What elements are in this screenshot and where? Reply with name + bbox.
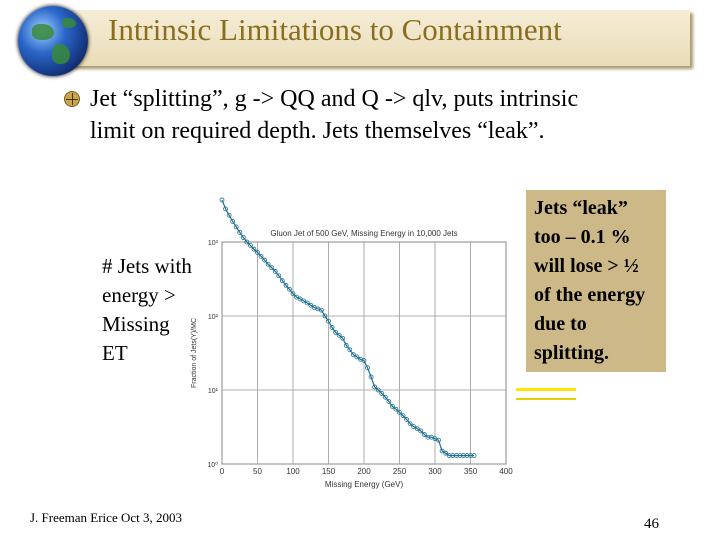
data-point bbox=[393, 406, 399, 412]
data-point bbox=[223, 206, 228, 212]
data-point bbox=[407, 421, 413, 427]
data-point bbox=[279, 278, 285, 284]
data-point bbox=[304, 300, 310, 306]
x-tick-label: 250 bbox=[393, 467, 407, 476]
data-point bbox=[389, 404, 395, 409]
data-point bbox=[443, 450, 449, 456]
data-point bbox=[446, 453, 452, 458]
data-point bbox=[450, 453, 456, 458]
data-point bbox=[411, 424, 417, 430]
x-tick-label: 150 bbox=[322, 467, 336, 476]
y-tick-label: 10² bbox=[208, 314, 219, 321]
data-point bbox=[297, 296, 303, 302]
data-point bbox=[233, 224, 239, 230]
data-point bbox=[347, 347, 353, 353]
side-label: # Jets with energy > Missing ET bbox=[102, 254, 192, 365]
arrow-icon bbox=[516, 388, 576, 391]
data-point bbox=[308, 302, 314, 308]
data-point bbox=[425, 434, 431, 440]
y-tick-label: 10¹ bbox=[208, 388, 219, 395]
y-tick-label: 10⁰ bbox=[207, 461, 218, 469]
data-point bbox=[421, 432, 427, 437]
data-point bbox=[276, 273, 282, 279]
data-point bbox=[418, 428, 424, 434]
data-point bbox=[354, 354, 360, 360]
data-point bbox=[361, 358, 367, 363]
arrow-underline bbox=[516, 398, 576, 400]
data-point bbox=[453, 453, 459, 458]
data-point bbox=[436, 437, 441, 443]
x-tick-label: 0 bbox=[220, 467, 225, 476]
data-point bbox=[247, 242, 253, 248]
data-point bbox=[244, 239, 250, 245]
data-point bbox=[240, 235, 246, 240]
slide-title: Intrinsic Limitations to Containment bbox=[108, 12, 562, 47]
x-tick-label: 300 bbox=[428, 467, 442, 476]
data-point bbox=[460, 453, 466, 458]
data-point bbox=[318, 307, 324, 313]
data-point bbox=[375, 387, 381, 393]
y-axis-label: Fraction of Jets(Y)/MC bbox=[191, 318, 198, 388]
data-point bbox=[397, 409, 402, 415]
data-point bbox=[262, 257, 268, 263]
data-point bbox=[340, 335, 346, 341]
data-point bbox=[272, 269, 278, 274]
data-point bbox=[265, 261, 271, 267]
data-point bbox=[237, 229, 243, 235]
data-point bbox=[379, 390, 385, 396]
data-point bbox=[439, 448, 445, 454]
data-point bbox=[283, 282, 289, 288]
bullet-icon bbox=[64, 91, 80, 107]
x-tick-label: 100 bbox=[286, 467, 300, 476]
data-point bbox=[230, 218, 236, 224]
footer-text: J. Freeman Erice Oct 3, 2003 bbox=[30, 510, 182, 525]
callout-box: Jets “leak” too – 0.1 % will lose > ½ of… bbox=[526, 190, 666, 372]
x-tick-label: 400 bbox=[499, 467, 513, 476]
bullet-text: Jet “splitting”, g -> QQ and Q -> qlv, p… bbox=[90, 86, 579, 144]
data-point bbox=[290, 291, 296, 297]
data-point bbox=[251, 246, 257, 252]
x-tick-label: 200 bbox=[357, 467, 371, 476]
data-point bbox=[333, 330, 339, 335]
title-bar bbox=[36, 10, 690, 66]
data-point bbox=[258, 253, 264, 259]
data-point bbox=[468, 453, 473, 458]
data-point bbox=[372, 384, 378, 390]
data-point bbox=[287, 286, 292, 292]
y-tick-label: 10³ bbox=[208, 240, 219, 247]
data-point bbox=[382, 394, 388, 400]
data-point bbox=[294, 294, 299, 300]
data-point bbox=[365, 365, 370, 371]
data-point bbox=[414, 426, 420, 432]
page-number: 46 bbox=[644, 516, 659, 532]
data-point bbox=[301, 298, 307, 304]
data-point bbox=[404, 417, 410, 422]
data-point bbox=[219, 197, 225, 203]
series-line bbox=[221, 199, 474, 457]
globe-icon bbox=[18, 6, 88, 76]
data-point bbox=[464, 453, 470, 458]
data-point bbox=[226, 212, 232, 218]
data-point bbox=[368, 374, 374, 380]
x-tick-label: 350 bbox=[464, 467, 478, 476]
data-point bbox=[322, 313, 328, 319]
data-point bbox=[400, 413, 406, 419]
data-point bbox=[350, 352, 356, 358]
chart-title: Gluon Jet of 500 GeV, Missing Energy in … bbox=[270, 229, 457, 238]
x-tick-label: 50 bbox=[253, 467, 262, 476]
data-point bbox=[457, 453, 463, 458]
data-point bbox=[269, 265, 275, 271]
data-point bbox=[343, 343, 349, 348]
data-point bbox=[471, 453, 477, 458]
data-point bbox=[329, 325, 335, 330]
data-point bbox=[255, 250, 260, 255]
data-point bbox=[386, 399, 392, 404]
data-point bbox=[326, 318, 331, 324]
data-point bbox=[336, 332, 342, 338]
x-axis-label: Missing Energy (GeV) bbox=[325, 480, 404, 489]
